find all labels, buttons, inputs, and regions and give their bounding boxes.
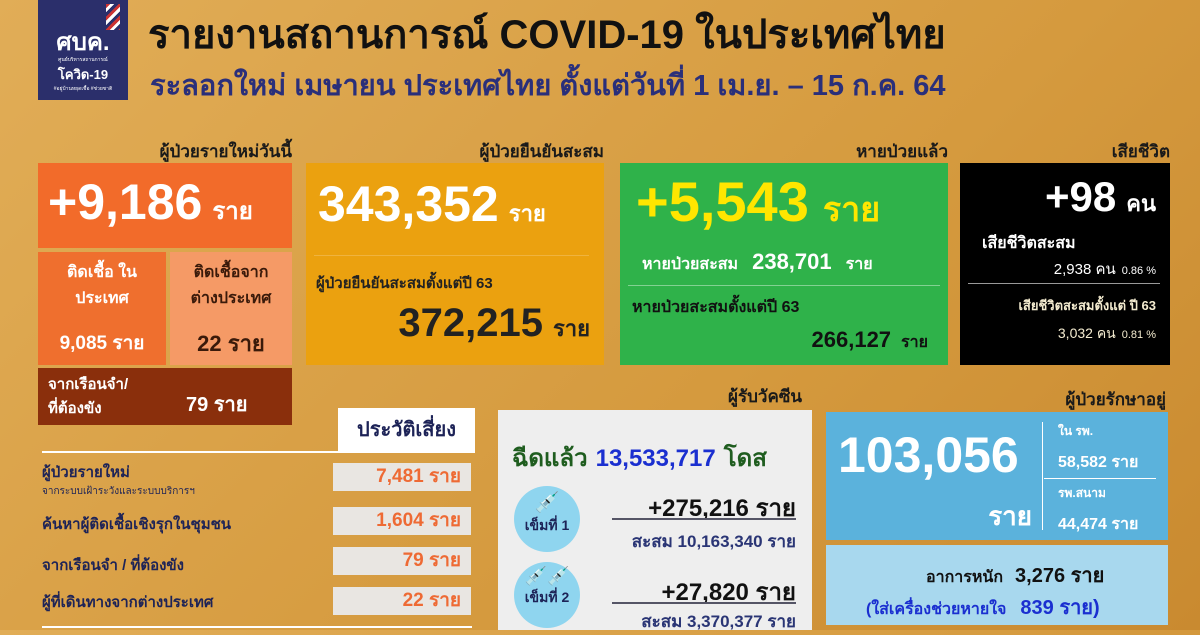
- severe-card: อาการหนัก 3,276 ราย (ใส่เครื่องช่วยหายใจ…: [826, 545, 1168, 625]
- field-hospital-label: รพ.สนาม: [1058, 486, 1106, 500]
- risk-row-label: ค้นหาผู้ติดเชื้อเชิงรุกในชุมชน: [42, 516, 232, 533]
- dose-1-cumulative: สะสม 10,163,340 ราย: [631, 532, 796, 551]
- deaths-unit: คน: [1126, 191, 1156, 216]
- risk-row-value: 7,481 ราย: [333, 463, 471, 491]
- dose-2-new: +27,820 ราย: [661, 579, 796, 606]
- recovered-header: หายป่วยแล้ว: [856, 142, 948, 161]
- dose-2-cumulative: สะสม 3,370,377 ราย: [641, 612, 796, 631]
- deaths-since-label: เสียชีวิตสะสมตั้งแต่ ปี 63: [1018, 298, 1156, 313]
- deaths-since-pct: 0.81 %: [1121, 329, 1156, 341]
- vaccine-injected-unit: โดส: [723, 445, 767, 472]
- hospital-label: ใน รพ.: [1058, 424, 1094, 438]
- vaccine-card: ฉีดแล้ว 13,533,717 โดส 💉 เข็มที่ 1 +275,2…: [498, 410, 812, 631]
- recovered-since-unit: ราย: [901, 334, 928, 351]
- logo-acronym: ศบค.: [56, 29, 110, 56]
- risk-header: ประวัติเสี่ยง: [338, 408, 475, 453]
- recovered-cum-unit: ราย: [845, 256, 873, 273]
- treatment-header: ผู้ป่วยรักษาอยู่: [1065, 390, 1166, 409]
- prison-label: จากเรือนจำ/: [48, 376, 129, 393]
- risk-row-value: 1,604 ราย: [333, 507, 471, 535]
- domestic-value: 9,085 ราย: [59, 333, 145, 354]
- imported-card: ติดเชื้อจาก ต่างประเทศ 22 ราย: [170, 252, 292, 365]
- dose-2-label: เข็มที่ 2: [524, 589, 570, 605]
- recovered-value: +5,543: [636, 170, 809, 233]
- recovered-cum-label: หายป่วยสะสม: [642, 256, 739, 273]
- deaths-cum-pct: 0.86 %: [1121, 265, 1156, 277]
- confirmed-value: 343,352: [318, 176, 499, 232]
- deaths-value: +98: [1044, 173, 1117, 220]
- dose-1-label: เข็มที่ 1: [524, 517, 570, 533]
- ventilator-label: (ใส่เครื่องช่วยหายใจ: [866, 601, 1007, 618]
- page-title: รายงานสถานการณ์ COVID-19 ในประเทศไทย: [148, 13, 946, 57]
- vaccine-injected-value: 13,533,717: [595, 445, 716, 472]
- logo: ศบค. ศูนย์บริหารสถานการณ์ โควิด-19 #อยู่…: [38, 0, 128, 100]
- new-cases-value: +9,186: [48, 174, 203, 230]
- flag-icon: [106, 4, 120, 30]
- recovered-unit: ราย: [822, 191, 881, 229]
- deaths-cum-value: 2,938 คน: [1053, 261, 1116, 278]
- domestic-card: ติดเชื้อ ในประเทศ 9,085 ราย: [38, 252, 166, 365]
- dose-1-badge: 💉 เข็มที่ 1: [514, 486, 580, 552]
- confirmed-since-label: ผู้ป่วยยืนยันสะสมตั้งแต่ปี 63: [316, 275, 493, 292]
- new-cases-unit: ราย: [212, 198, 253, 225]
- new-cases-card: +9,186 ราย: [38, 163, 292, 248]
- treatment-unit: ราย: [988, 501, 1032, 531]
- recovered-since-label: หายป่วยสะสมตั้งแต่ปี 63: [632, 299, 800, 316]
- syringes-icon: 💉💉: [524, 566, 570, 586]
- risk-row-label: จากเรือนจำ / ที่ต้องขัง: [42, 557, 184, 574]
- logo-subtitle: ศูนย์บริหารสถานการณ์: [58, 57, 108, 63]
- severe-label: อาการหนัก: [926, 569, 1004, 586]
- syringe-icon: 💉: [534, 492, 560, 514]
- risk-row-label: ผู้ที่เดินทางจากต่างประเทศ: [42, 594, 214, 611]
- dose-2-badge: 💉💉 เข็มที่ 2: [514, 562, 580, 628]
- confirmed-unit: ราย: [508, 201, 546, 226]
- hospital-value: 58,582 ราย: [1058, 454, 1139, 471]
- deaths-header: เสียชีวิต: [1111, 142, 1170, 161]
- prison-label-2: ที่ต้องขัง: [48, 400, 102, 417]
- recovered-cum-value: 238,701: [752, 249, 832, 274]
- risk-row-sublabel: จากระบบเฝ้าระวังและระบบบริการฯ: [42, 486, 195, 497]
- vaccine-injected-label: ฉีดแล้ว: [512, 445, 588, 472]
- confirmed-header: ผู้ป่วยยืนยันสะสม: [479, 142, 604, 161]
- page-subtitle: ระลอกใหม่ เมษายน ประเทศไทย ตั้งแต่วันที่…: [150, 70, 946, 102]
- deaths-cum-label: เสียชีวิตสะสม: [982, 235, 1076, 252]
- recovered-since-value: 266,127: [811, 327, 892, 352]
- deaths-since-value: 3,032 คน: [1057, 325, 1116, 341]
- field-hospital-value: 44,474 ราย: [1058, 516, 1139, 533]
- recovered-card: +5,543 ราย หายป่วยสะสม 238,701 ราย หายป่…: [620, 163, 948, 365]
- prison-value: 79 ราย: [186, 394, 248, 416]
- confirmed-card: 343,352 ราย ผู้ป่วยยืนยันสะสมตั้งแต่ปี 6…: [306, 163, 604, 365]
- deaths-card: +98 คน เสียชีวิตสะสม 2,938 คน 0.86 % เสี…: [960, 163, 1170, 365]
- confirmed-since-unit: ราย: [552, 316, 590, 341]
- imported-value: 22 ราย: [197, 331, 265, 356]
- vaccine-header: ผู้รับวัคซีน: [728, 387, 802, 406]
- confirmed-since-value: 372,215: [398, 301, 543, 345]
- treatment-card: 103,056 ราย ใน รพ. 58,582 ราย รพ.สนาม 44…: [826, 412, 1168, 540]
- imported-label: ติดเชื้อจาก ต่างประเทศ: [190, 264, 272, 307]
- logo-tagline: #อยู่บ้านหยุดเชื้อ #ช่วยชาติ: [53, 86, 113, 92]
- treatment-value: 103,056: [838, 427, 1019, 483]
- risk-row-label: ผู้ป่วยรายใหม่: [42, 464, 130, 481]
- prison-card: จากเรือนจำ/ ที่ต้องขัง 79 ราย: [38, 368, 292, 425]
- risk-row-value: 79 ราย: [333, 547, 471, 575]
- logo-name: โควิด-19: [57, 67, 109, 82]
- risk-row-value: 22 ราย: [333, 587, 471, 615]
- dose-1-new: +275,216 ราย: [648, 495, 796, 522]
- ventilator-value: 839 ราย): [1020, 597, 1100, 619]
- domestic-label: ติดเชื้อ ในประเทศ: [67, 264, 137, 307]
- severe-value: 3,276 ราย: [1015, 565, 1105, 587]
- new-cases-header: ผู้ป่วยรายใหม่วันนี้: [159, 142, 292, 161]
